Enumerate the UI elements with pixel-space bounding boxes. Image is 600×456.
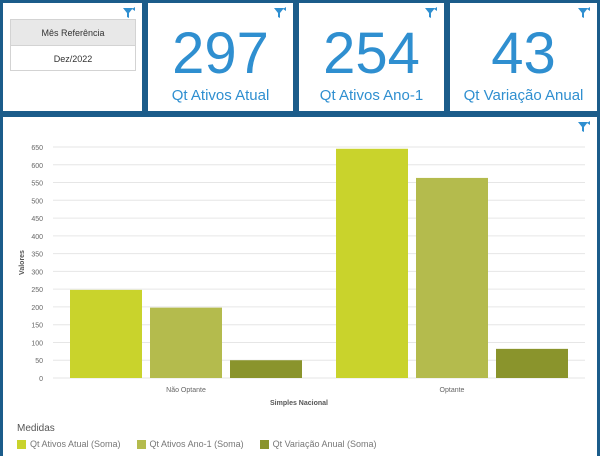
y-tick-label: 600	[31, 163, 43, 170]
legend-item[interactable]: Qt Variação Anual (Soma)	[259, 439, 377, 449]
y-tick-label: 100	[31, 340, 43, 347]
y-tick-label: 400	[31, 234, 43, 241]
filter-icon[interactable]	[577, 121, 591, 133]
x-axis-label: Simples Nacional	[270, 400, 328, 407]
y-tick-label: 350	[31, 252, 43, 259]
kpi-value: 297	[172, 21, 269, 86]
legend-label: Qt Ativos Atual (Soma)	[30, 439, 121, 449]
y-tick-label: 500	[31, 198, 43, 205]
legend-swatch	[17, 439, 26, 449]
x-tick-label: Não Optante	[166, 387, 206, 394]
filter-icon[interactable]	[424, 7, 438, 19]
kpi-card-active-current: 297 Qt Ativos Atual	[148, 3, 293, 111]
y-tick-label: 250	[31, 287, 43, 294]
y-tick-label: 550	[31, 181, 43, 188]
legend-swatch	[136, 439, 146, 449]
kpi-label: Qt Variação Anual	[463, 87, 584, 104]
kpi-value: 43	[491, 21, 556, 86]
kpi-label: Qt Ativos Atual	[171, 87, 270, 104]
y-axis-label: Valores	[19, 250, 26, 275]
y-tick-label: 200	[31, 305, 43, 312]
bar	[496, 348, 568, 378]
y-tick-label: 450	[31, 216, 43, 223]
legend-item[interactable]: Qt Ativos Ano-1 (Soma)	[136, 439, 244, 449]
legend-label: Qt Variação Anual (Soma)	[272, 439, 377, 449]
legend-swatch	[259, 439, 269, 449]
bar-chart-panel: 0 50 100 150 200 250 300 350 400 450 500 550 600 650 N…	[3, 117, 597, 456]
chart-legend: Medidas Qt Ativos Atual (Soma) Qt Ativos …	[17, 423, 376, 449]
filter-icon[interactable]	[122, 7, 136, 19]
legend-item[interactable]: Qt Ativos Atual (Soma)	[17, 439, 121, 449]
reference-month-value[interactable]: Dez/2022	[53, 53, 93, 64]
y-tick-label: 150	[31, 323, 43, 330]
legend-title: Medidas	[17, 423, 55, 434]
x-tick-label: Optante	[440, 387, 465, 394]
filter-icon[interactable]	[273, 7, 287, 19]
bar	[230, 360, 302, 378]
y-tick-label: 50	[35, 358, 43, 365]
bar	[416, 177, 488, 378]
filter-icon[interactable]	[577, 7, 591, 19]
kpi-label: Qt Ativos Ano-1	[319, 87, 424, 104]
kpi-card-annual-variation: 43 Qt Variação Anual	[450, 3, 597, 111]
kpi-card-active-last-year: 254 Qt Ativos Ano-1	[299, 3, 444, 111]
bar	[336, 148, 408, 378]
y-tick-label: 300	[31, 269, 43, 276]
legend-label: Qt Ativos Ano-1 (Soma)	[149, 439, 244, 449]
legend-items: Qt Ativos Atual (Soma) Qt Ativos Ano-1 (S…	[17, 439, 376, 449]
reference-month-header: Mês Referência	[11, 20, 135, 46]
kpi-value: 254	[323, 21, 420, 86]
bar	[150, 307, 222, 378]
y-tick-label: 0	[39, 376, 43, 383]
reference-month-slicer: Mês Referência Dez/2022	[10, 19, 136, 71]
reference-month-filter-panel: Mês Referência Dez/2022	[3, 3, 142, 111]
bar-chart: 0 50 100 150 200 250 300 350 400 450 500 550 600 650 N…	[19, 145, 585, 407]
y-tick-label: 650	[31, 145, 43, 152]
bar	[70, 289, 142, 378]
